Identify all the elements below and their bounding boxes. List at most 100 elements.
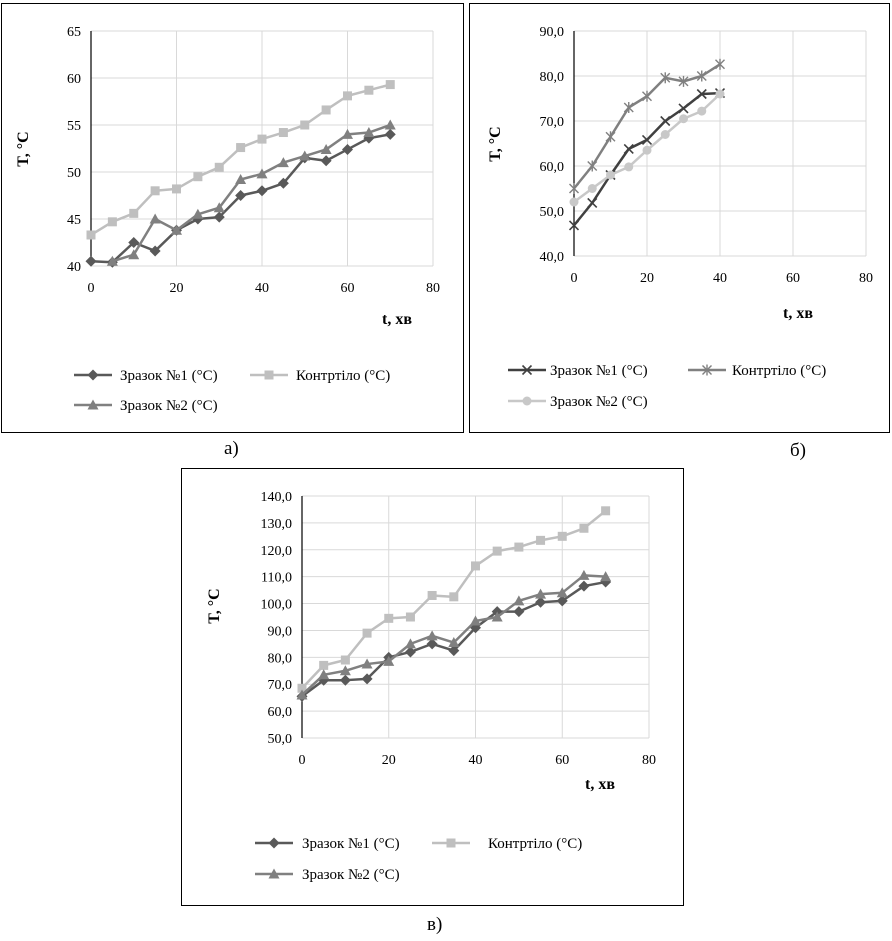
- chart-b-legend-label: Зразок №2 (°C): [550, 394, 648, 410]
- chart-a-series-2-point: [385, 80, 395, 90]
- chart-a-series-3-point: [256, 168, 268, 179]
- chart-c-series-3-point: [404, 638, 416, 649]
- chart-panel-b: 40,0 50,0 60,0 70,0 80,0 90,0 0 20 40 60 80 T, °C t,…: [469, 3, 890, 433]
- chart-b-series-3-point: [715, 89, 725, 99]
- chart-b-ytick-label: 40,0: [540, 250, 565, 265]
- chart-c-xtick-label: 0: [299, 753, 306, 768]
- chart-c-ytick-label: 70,0: [268, 678, 293, 693]
- chart-a-legend-label: Контртіло (°C): [296, 368, 390, 384]
- chart-c-series-2-point: [297, 683, 307, 693]
- chart-c-series-1-point: [600, 576, 612, 588]
- chart-b-series-3-point: [642, 145, 652, 155]
- chart-a-series-2-point: [172, 184, 181, 194]
- chart-b-xtick-label: 80: [859, 271, 873, 286]
- chart-c-series-3-point: [318, 669, 330, 680]
- chart-c-series-2-point: [536, 535, 546, 545]
- chart-b-xtick-label: 60: [786, 271, 800, 286]
- chart-a-series-2-point: [343, 91, 352, 101]
- chart-b-series-2-point: [569, 183, 579, 194]
- chart-b-series-1-point: [587, 197, 598, 208]
- chart-c-ytick-label: 50,0: [268, 732, 293, 747]
- chart-c-series-2-point: [449, 592, 459, 602]
- chart-c-series-3-point: [470, 615, 481, 626]
- chart-c-ytick-label: 110,0: [261, 571, 292, 586]
- chart-c-series-2-point: [579, 523, 589, 533]
- chart-b-series-3: [569, 89, 725, 207]
- chart-c-legend-label: Зразок №2 (°C): [302, 867, 400, 883]
- chart-a-series-1-point: [85, 255, 97, 267]
- chart-a-series-1-point: [320, 155, 332, 167]
- chart-c-series-3-point: [535, 588, 547, 599]
- chart-c-series-2-point: [384, 613, 394, 623]
- chart-b-series-2-point: [605, 131, 616, 143]
- chart-c-series-3-point: [448, 637, 460, 648]
- chart-a-legend-entry-3: Зразок №2 (°C): [74, 398, 218, 414]
- chart-a-series-1-point: [277, 177, 289, 189]
- chart-b-y-axis-title: T, °C: [487, 126, 504, 161]
- chart-a-ytick-label: 50: [67, 166, 81, 181]
- chart-b-legend-swatch-marker: [521, 364, 533, 376]
- chart-c-series-2-point: [557, 531, 567, 541]
- chart-b-ytick-label: 50,0: [540, 205, 565, 220]
- chart-b-series-1-point: [678, 103, 689, 114]
- chart-c-series-3-point: [556, 587, 568, 598]
- chart-c-legend-entry-1: Зразок №1 (°C): [255, 836, 400, 852]
- chart-c-series-2-point: [427, 590, 437, 600]
- chart-a-series-2-point: [236, 143, 246, 153]
- chart-b-series-2-point: [642, 90, 652, 102]
- chart-a-series-3-point: [128, 249, 140, 260]
- chart-a-series-2: [86, 80, 395, 240]
- chart-a-series-2-point: [300, 120, 310, 130]
- chart-b-series-1-point: [696, 88, 707, 100]
- chart-a-series-1-point: [213, 211, 225, 223]
- chart-c-ytick-label: 140,0: [261, 490, 293, 505]
- chart-c-series-1-point: [513, 606, 525, 618]
- chart-b-series-3-point: [587, 184, 597, 193]
- chart-c-xtick-label: 60: [555, 753, 569, 768]
- chart-a-legend-swatch-marker: [264, 370, 274, 380]
- chart-a-xtick-label: 0: [88, 281, 95, 296]
- chart-a-xtick-label: 60: [341, 281, 355, 296]
- chart-c-series-1-point: [578, 580, 590, 592]
- chart-c-series-3-point: [578, 569, 590, 580]
- chart-c-svg: 50,0 60,0 70,0 80,0 90,0 100,0 110,0 120,0 130,0…: [206, 490, 656, 883]
- chart-b-series-3-point: [624, 162, 634, 172]
- chart-b-legend-entry-2: Контртіло (°C): [688, 363, 826, 379]
- chart-c-series-3-point: [491, 611, 503, 622]
- chart-a-series-1-point: [128, 237, 140, 248]
- chart-b-legend-swatch-marker: [702, 364, 712, 376]
- chart-a-xtick-label: 40: [255, 281, 269, 296]
- chart-b-series-3-point: [569, 197, 579, 207]
- chart-a-series-2-point: [214, 162, 224, 172]
- chart-b-series-3-point: [606, 170, 615, 180]
- chart-panel-a: 40 45 50 55 60 65 0 20 40 60 80 T, °C t, хв Зразок №1…: [1, 3, 464, 433]
- chart-panel-c: 50,0 60,0 70,0 80,0 90,0 100,0 110,0 120,0 130,0…: [181, 468, 684, 906]
- chart-a-series-3: [106, 119, 396, 266]
- chart-c-ytick-label: 100,0: [261, 598, 293, 613]
- chart-b-series-1-point: [641, 134, 653, 145]
- chart-c-legend-swatch-marker: [446, 838, 456, 848]
- chart-c-series-2: [297, 506, 611, 693]
- chart-b-series-2-point: [696, 70, 707, 82]
- chart-b-legend-swatch-marker: [522, 396, 532, 406]
- chart-b-series-2-point: [678, 75, 689, 87]
- chart-c-series-2-point: [492, 546, 502, 556]
- chart-b-series-2-point: [623, 102, 634, 113]
- chart-c-series-3-point: [339, 665, 351, 676]
- chart-c-series-3-point: [296, 689, 308, 700]
- chart-c-xtick-label: 20: [382, 753, 396, 768]
- chart-c-series-3-point: [600, 571, 612, 582]
- chart-b-series-3-point: [660, 130, 670, 139]
- chart-a-legend-label: Зразок №1 (°C): [120, 368, 218, 384]
- chart-a-series-2-point: [129, 208, 139, 218]
- chart-a-series-1-point: [235, 190, 247, 201]
- chart-c-y-axis-title: T, °C: [206, 588, 223, 623]
- chart-b-series-3-point: [679, 114, 688, 124]
- chart-a-series-3-point: [171, 224, 182, 235]
- chart-b-ytick-label: 70,0: [540, 115, 565, 130]
- chart-c-series-1-point: [556, 595, 568, 607]
- chart-b-legend-label: Контртіло (°C): [732, 363, 826, 379]
- chart-c-caption: в): [427, 914, 443, 935]
- chart-b-xtick-label: 0: [571, 271, 578, 286]
- chart-b-series-2-point: [660, 72, 671, 84]
